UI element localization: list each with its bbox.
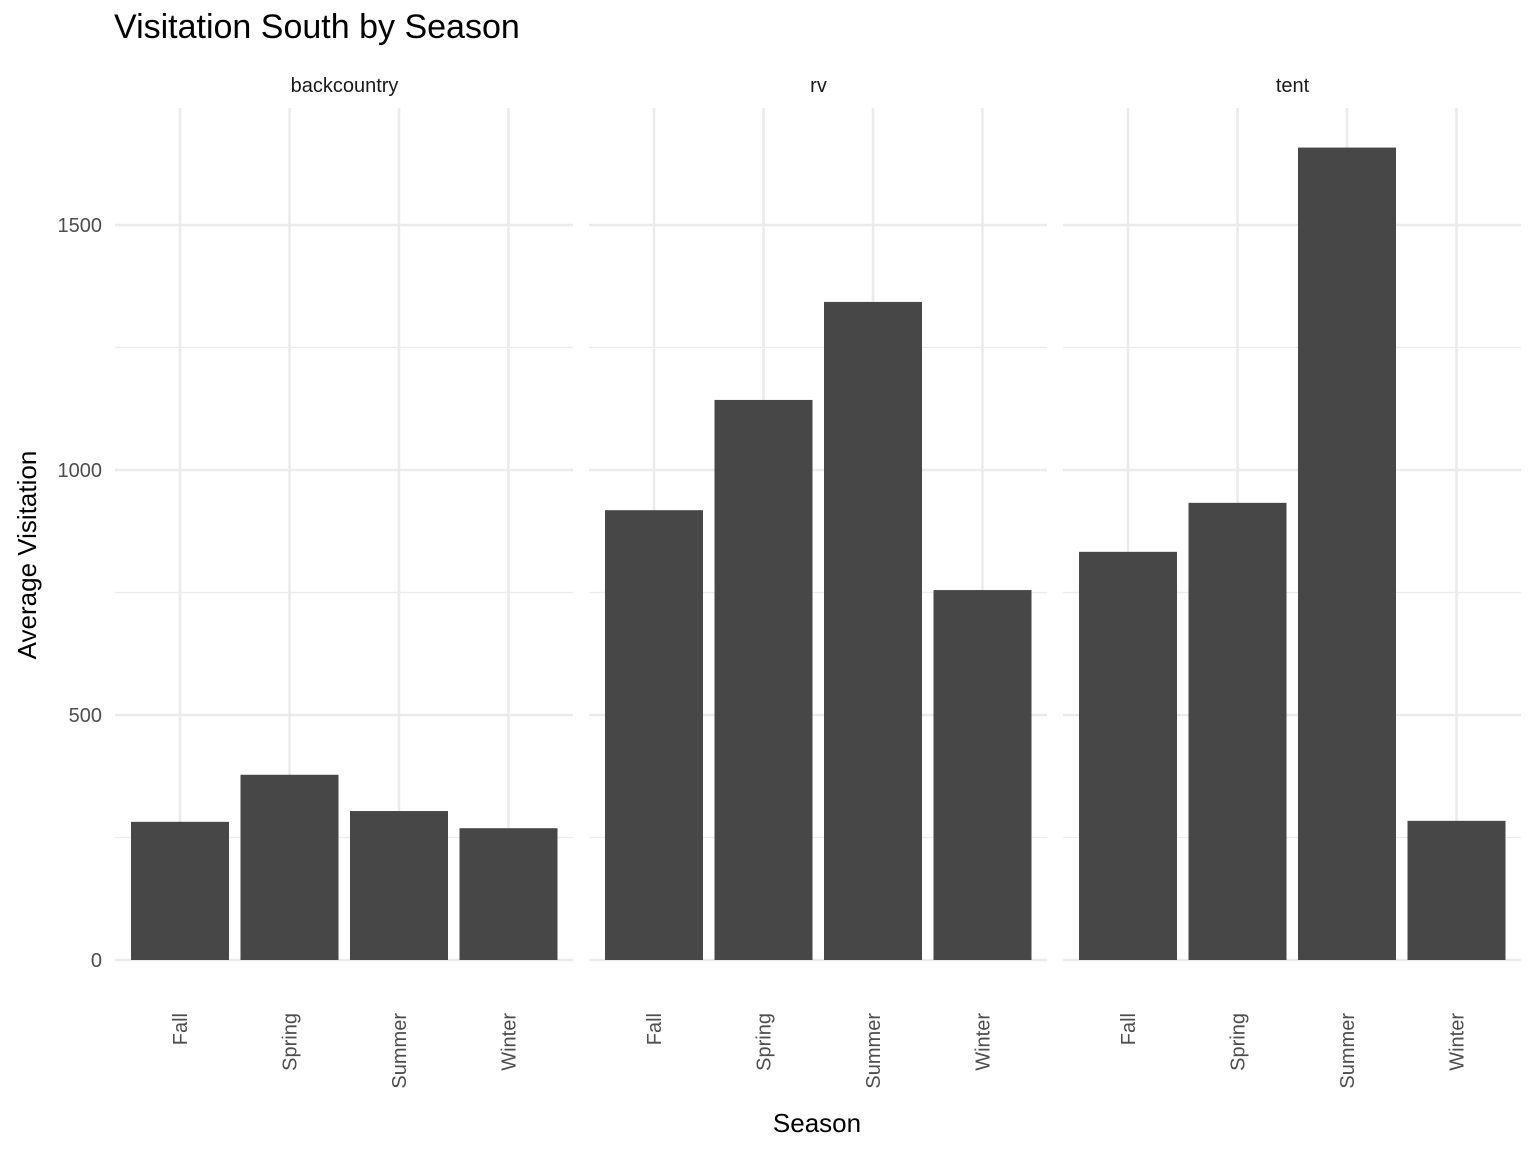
facet-label-rv: rv — [810, 75, 827, 97]
x-axis-title: Season — [773, 1108, 861, 1138]
x-tick-label: Spring — [1228, 1013, 1250, 1071]
y-tick-label: 1000 — [58, 460, 103, 482]
bar-tent-spring — [1188, 502, 1287, 960]
bar-backcountry-summer — [350, 811, 448, 960]
x-tick-label: Winter — [499, 1013, 521, 1071]
bar-rv-spring — [714, 399, 813, 960]
x-tick-label: Summer — [389, 1013, 411, 1089]
y-axis-title: Average Visitation — [12, 451, 42, 660]
bar-rv-winter — [933, 590, 1032, 960]
x-tick-label: Spring — [754, 1013, 776, 1071]
bar-backcountry-fall — [131, 821, 229, 960]
bar-backcountry-spring — [240, 774, 339, 960]
x-tick-label: Winter — [973, 1013, 995, 1071]
y-tick-label: 500 — [69, 705, 102, 727]
bar-rv-summer — [824, 301, 922, 960]
y-tick-label: 0 — [91, 950, 102, 972]
x-tick-label: Spring — [280, 1013, 302, 1071]
x-tick-label: Fall — [644, 1013, 666, 1045]
x-tick-label: Summer — [1337, 1013, 1359, 1089]
x-tick-label: Fall — [170, 1013, 192, 1045]
chart-title: Visitation South by Season — [114, 8, 520, 46]
y-tick-label: 1500 — [58, 215, 103, 237]
bar-tent-summer — [1298, 147, 1396, 960]
facet-label-backcountry: backcountry — [291, 75, 399, 97]
facet-label-tent: tent — [1276, 75, 1310, 97]
bar-tent-fall — [1079, 551, 1177, 960]
x-tick-label: Winter — [1447, 1013, 1469, 1071]
bar-rv-fall — [605, 510, 703, 960]
x-tick-label: Fall — [1118, 1013, 1140, 1045]
bar-backcountry-winter — [459, 828, 558, 960]
bar-tent-winter — [1407, 820, 1506, 960]
x-tick-label: Summer — [863, 1013, 885, 1089]
